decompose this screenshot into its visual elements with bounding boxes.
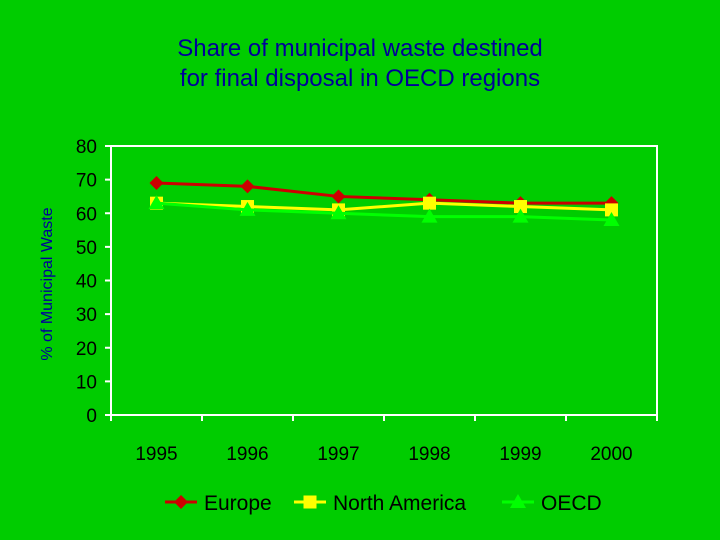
y-tick-label: 40 [76, 272, 97, 293]
x-tick-label: 1997 [317, 444, 359, 465]
data-point-europe [240, 179, 255, 194]
data-point-oecd [421, 208, 438, 223]
legend-marker-oecd [510, 494, 526, 508]
x-axis: 1995 1996 1997 1998 1999 2000 [110, 415, 658, 465]
series-line-oecd [156, 201, 612, 222]
y-tick-label: 30 [76, 305, 97, 326]
y-tick-label: 10 [76, 372, 97, 393]
series-line-north-america [156, 201, 612, 212]
x-tick-label: 1995 [135, 444, 177, 465]
chart-title-line-2: for final disposal in OECD regions [179, 65, 541, 92]
x-tick-label: 1999 [499, 444, 541, 465]
x-tick-label: 1996 [226, 444, 268, 465]
y-tick-label: 50 [76, 238, 97, 259]
y-tick-label: 80 [76, 137, 97, 158]
data-point-north-america [605, 203, 618, 217]
y-axis: 0 10 20 30 40 50 60 70 80 [76, 137, 111, 427]
legend-marker-north-america [303, 495, 317, 509]
data-point-europe [149, 175, 164, 190]
y-tick-label: 20 [76, 339, 97, 360]
data-point-oecd [148, 195, 165, 210]
legend-marker-europe [174, 495, 188, 509]
y-axis-label: % of Municipal Waste [39, 207, 56, 360]
data-point-oecd [512, 208, 529, 223]
series-line-europe [156, 181, 612, 205]
series-layer [148, 175, 620, 226]
legend-item-europe: Europe [165, 492, 272, 515]
y-tick-label: 0 [86, 406, 97, 427]
series-oecd [148, 195, 620, 226]
legend: Europe North America OECD [165, 492, 602, 515]
legend-item-oecd: OECD [502, 492, 602, 515]
plot-area [110, 145, 658, 416]
chart-title: Share of municipal waste destined for fi… [0, 34, 720, 94]
data-point-north-america [423, 196, 436, 210]
legend-item-north-america: North America [294, 492, 466, 515]
data-point-oecd [330, 205, 347, 220]
chart-title-line-1: Share of municipal waste destined [177, 35, 543, 62]
data-point-oecd [603, 211, 620, 226]
legend-label-north-america: North America [333, 492, 466, 515]
x-tick-label: 1998 [408, 444, 450, 465]
plot-frame [110, 145, 658, 416]
x-tick-label: 2000 [590, 444, 632, 465]
y-tick-label: 60 [76, 204, 97, 225]
y-tick-label: 70 [76, 171, 97, 192]
data-point-europe [331, 189, 346, 204]
legend-label-europe: Europe [204, 492, 272, 515]
legend-label-oecd: OECD [541, 492, 602, 515]
data-point-north-america [514, 200, 527, 214]
data-point-oecd [239, 201, 256, 216]
